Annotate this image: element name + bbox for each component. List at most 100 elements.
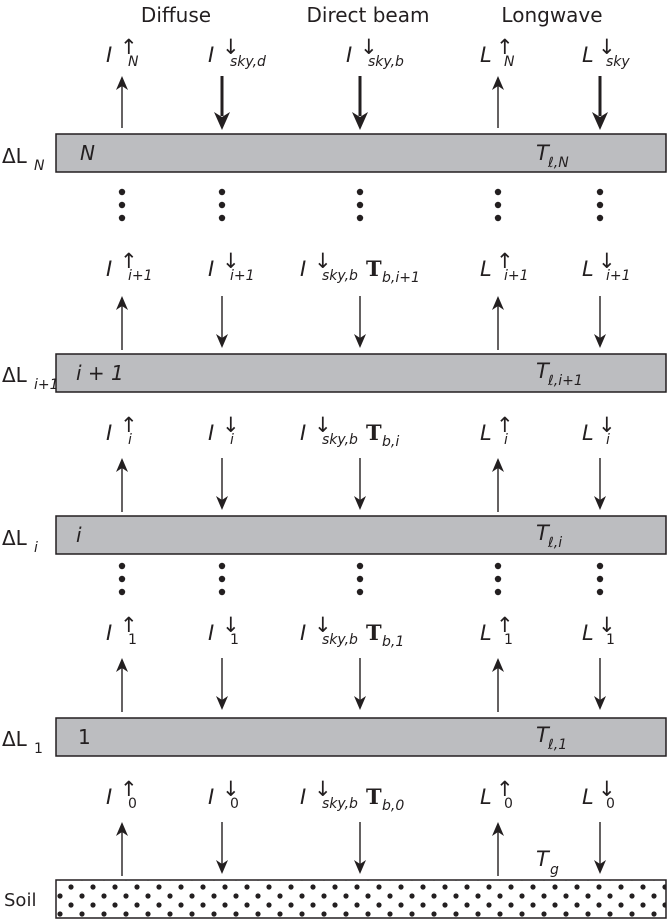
svg-text:N: N	[128, 54, 139, 70]
svg-text:N: N	[504, 54, 515, 70]
svg-text:I: I	[106, 257, 112, 281]
svg-text:↓: ↓	[598, 413, 616, 437]
svg-text:↑: ↑	[120, 249, 138, 273]
svg-text:I: I	[300, 421, 306, 445]
top-flux-labels: I ↑ N I ↓ sky,d I ↓ sky,b L ↑ N L ↓ sky	[106, 35, 630, 70]
svg-text:T: T	[536, 141, 551, 165]
svg-text:I: I	[106, 43, 112, 67]
svg-text:L: L	[582, 785, 594, 809]
flux-labels-1: I ↑ 1 I ↓ 1 I ↓ sky,b T b,1 L ↑ 1 L ↓ 1	[106, 613, 616, 650]
svg-text:1: 1	[230, 632, 239, 648]
svg-text:sky,b: sky,b	[322, 796, 358, 812]
svg-text:T: T	[366, 256, 382, 281]
svg-text:0: 0	[504, 796, 513, 812]
svg-text:I: I	[208, 785, 214, 809]
ground-temperature-label: T g	[536, 847, 559, 878]
layer-N-index: N	[80, 141, 95, 165]
svg-text:I: I	[208, 257, 214, 281]
svg-text:ℓ,N: ℓ,N	[547, 155, 569, 171]
svg-text:sky,b: sky,b	[322, 268, 358, 284]
svg-text:I: I	[208, 621, 214, 645]
svg-text:↓: ↓	[598, 613, 616, 637]
svg-text:1: 1	[78, 725, 91, 749]
svg-text:↑: ↑	[120, 777, 138, 801]
label-I-up-N: I ↑ N	[106, 35, 139, 70]
svg-text:i: i	[230, 432, 234, 448]
svg-text:sky,b: sky,b	[368, 54, 404, 70]
svg-text:0: 0	[128, 796, 137, 812]
soil-bar	[55, 879, 667, 919]
svg-text:T: T	[366, 784, 382, 809]
svg-text:g: g	[550, 862, 559, 878]
svg-text:ℓ,1: ℓ,1	[547, 737, 567, 753]
svg-text:1: 1	[504, 632, 513, 648]
svg-text:i+1: i+1	[504, 268, 529, 284]
arrows-0	[116, 822, 606, 876]
svg-text:i: i	[504, 432, 508, 448]
svg-text:ΔL: ΔL	[2, 727, 28, 751]
svg-text:I: I	[106, 785, 112, 809]
layer-bar-i-plus-1	[55, 353, 667, 393]
svg-text:1: 1	[606, 632, 615, 648]
svg-text:I: I	[106, 621, 112, 645]
svg-text:↓: ↓	[222, 613, 240, 637]
header-diffuse: Diffuse	[141, 3, 211, 27]
svg-text:↓: ↓	[222, 413, 240, 437]
svg-text:↑: ↑	[496, 777, 514, 801]
svg-text:↓: ↓	[314, 613, 332, 637]
arrowhead	[116, 76, 128, 90]
svg-text:ℓ,i: ℓ,i	[547, 535, 562, 551]
layer-i: ΔL i i T ℓ,i	[2, 515, 667, 556]
arrows-1	[116, 658, 606, 712]
svg-text:L: L	[480, 421, 492, 445]
svg-text:↓: ↓	[598, 249, 616, 273]
svg-text:↓: ↓	[314, 249, 332, 273]
svg-text:i+1: i+1	[606, 268, 631, 284]
svg-text:L: L	[582, 621, 594, 645]
label-I-down-sky-d: I ↓ sky,d	[208, 35, 266, 70]
svg-text:i: i	[34, 540, 38, 556]
layer-bar-i	[55, 515, 667, 555]
layer-N-delta: ΔL	[2, 144, 28, 168]
arrowhead	[214, 112, 230, 130]
svg-text:sky,b: sky,b	[322, 432, 358, 448]
arrowhead	[492, 76, 504, 90]
ellipsis-row-upper	[118, 188, 604, 222]
arrows-i	[116, 458, 606, 512]
svg-text:I: I	[208, 43, 214, 67]
top-arrows	[116, 76, 608, 130]
svg-text:T: T	[366, 620, 382, 645]
up-arrow-glyph: ↑	[496, 35, 514, 59]
svg-text:I: I	[208, 421, 214, 445]
svg-text:i+1: i+1	[34, 377, 59, 393]
svg-text:I: I	[346, 43, 352, 67]
flux-labels-i: I ↑ i I ↓ i I ↓ sky,b T b,i L ↑ i L ↓ i	[106, 413, 616, 450]
svg-text:↓: ↓	[314, 413, 332, 437]
svg-text:ΔL: ΔL	[2, 363, 28, 387]
arrows-i-plus-1	[116, 296, 606, 350]
svg-text:sky,b: sky,b	[322, 632, 358, 648]
svg-text:↑: ↑	[120, 413, 138, 437]
layer-N: ΔL N N T ℓ,N	[2, 133, 667, 174]
svg-text:L: L	[480, 257, 492, 281]
svg-text:↓: ↓	[314, 777, 332, 801]
svg-text:↓: ↓	[598, 777, 616, 801]
svg-text:1: 1	[128, 632, 137, 648]
svg-text:T: T	[536, 847, 551, 871]
label-L-down-sky: L ↓ sky	[582, 35, 630, 70]
svg-text:i: i	[606, 432, 610, 448]
svg-text:sky,d: sky,d	[230, 54, 266, 70]
layer-bar-N	[55, 133, 667, 173]
svg-text:b,i+1: b,i+1	[382, 270, 420, 286]
down-arrow-glyph: ↓	[222, 35, 240, 59]
header-longwave: Longwave	[501, 3, 602, 27]
svg-text:i: i	[128, 432, 132, 448]
svg-text:0: 0	[230, 796, 239, 812]
svg-text:T: T	[536, 723, 551, 747]
svg-text:i: i	[76, 523, 82, 547]
up-arrow-glyph: ↑	[120, 35, 138, 59]
svg-text:N: N	[34, 158, 45, 174]
svg-text:↑: ↑	[496, 249, 514, 273]
svg-text:I: I	[106, 421, 112, 445]
